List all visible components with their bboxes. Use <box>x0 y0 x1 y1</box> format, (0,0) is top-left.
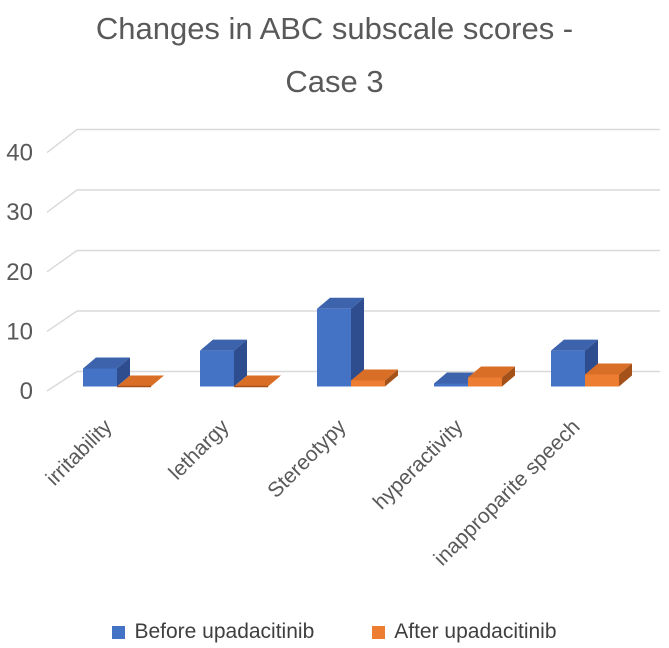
bar-after-upadacitinib-inapproparite-speech-side <box>619 363 632 387</box>
legend-swatch-after-icon <box>372 625 386 639</box>
gridline-40 <box>46 128 660 154</box>
x-label-stereotypy: Stereotypy <box>263 415 351 503</box>
bar-before-upadacitinib-lethargy-top <box>200 339 247 351</box>
legend-label-after: After upadacitinib <box>394 620 557 643</box>
legend-swatch-before-icon <box>112 625 126 639</box>
bar-before-upadacitinib-irritability-front <box>83 368 117 387</box>
y-tick-40: 40 <box>6 140 33 167</box>
bar-after-upadacitinib-irritability-top <box>117 375 164 387</box>
gridline-30 <box>46 189 660 213</box>
y-tick-10: 10 <box>6 318 33 345</box>
bar-before-upadacitinib-lethargy-side <box>234 339 247 387</box>
bar-after-upadacitinib-lethargy-top <box>234 375 281 387</box>
plot-area: 0 10 20 30 40 irritability lethargy Stereotypy h… <box>6 128 660 570</box>
bar-before-upadacitinib-stereotypy-top <box>317 297 364 309</box>
bar-before-upadacitinib-lethargy-front <box>200 350 234 387</box>
bar-after-upadacitinib-hyperactivity-front <box>468 377 502 387</box>
y-tick-0: 0 <box>20 378 33 405</box>
y-tick-20: 20 <box>6 259 33 286</box>
bar-after-upadacitinib-stereotypy-side <box>385 369 398 387</box>
bar-before-upadacitinib-irritability-side <box>117 357 130 387</box>
chart-title-line-1: Changes in ABC subscale scores - <box>95 11 574 46</box>
bar-before-upadacitinib-hyperactivity-front <box>434 383 468 387</box>
bar-after-upadacitinib-hyperactivity-top <box>468 366 515 378</box>
gridline-20 <box>46 249 660 273</box>
chart-title-line-2: Case 3 <box>285 64 384 99</box>
bar-before-upadacitinib-inapproparite-speech-front <box>551 350 585 387</box>
legend-item-before: Before upadacitinib <box>112 620 314 644</box>
gridline-0 <box>46 370 660 392</box>
chart-title: Changes in ABC subscale scores - Case 3 <box>0 2 669 108</box>
bar-before-upadacitinib-stereotypy-front <box>317 308 351 387</box>
bar-after-upadacitinib-inapproparite-speech-front <box>585 374 619 387</box>
gridline-10 <box>46 310 660 332</box>
legend-label-before: Before upadacitinib <box>134 620 315 643</box>
bar-before-upadacitinib-irritability-top <box>83 357 130 369</box>
bar-after-upadacitinib-hyperactivity-side <box>502 366 515 387</box>
legend-item-after: After upadacitinib <box>372 620 557 644</box>
chart-legend: Before upadacitinib After upadacitinib <box>0 620 669 644</box>
bar-before-upadacitinib-inapproparite-speech-top <box>551 339 598 351</box>
bar-after-upadacitinib-inapproparite-speech-top <box>585 363 632 375</box>
x-label-irritability: irritability <box>42 415 117 490</box>
x-label-hyperactivity: hyperactivity <box>369 415 468 514</box>
y-tick-30: 30 <box>6 199 33 226</box>
bar-after-upadacitinib-stereotypy-front <box>351 380 385 387</box>
bar-before-upadacitinib-stereotypy-side <box>351 297 364 387</box>
x-label-lethargy: lethargy <box>164 415 233 484</box>
bar-after-upadacitinib-stereotypy-top <box>351 369 398 381</box>
